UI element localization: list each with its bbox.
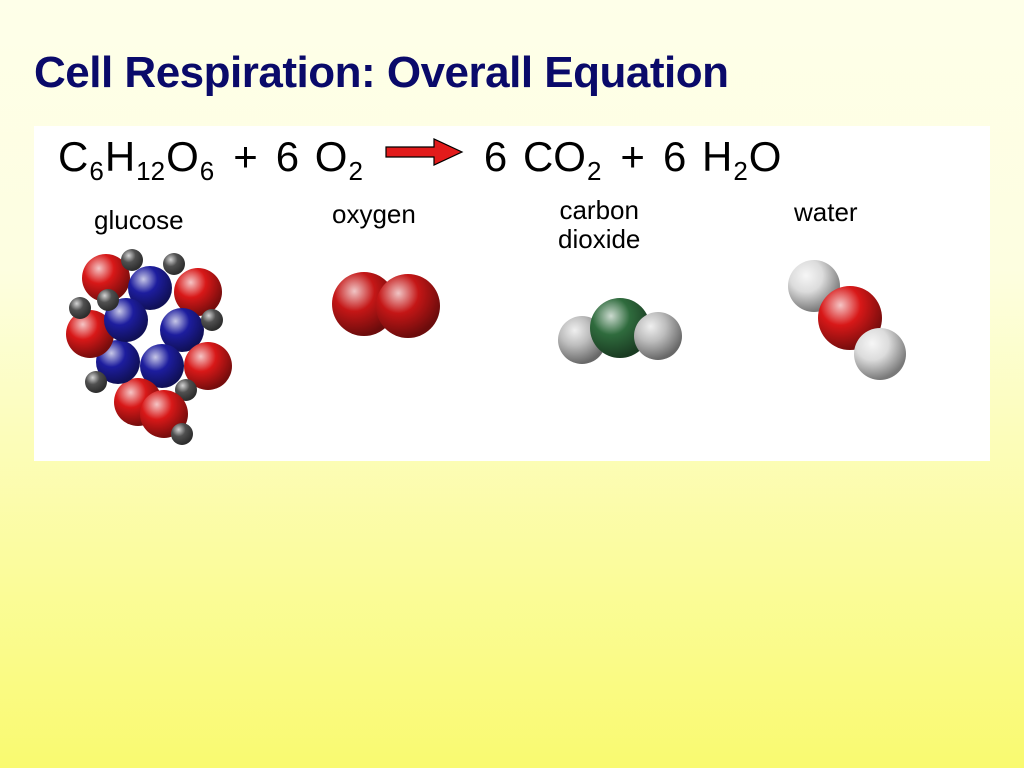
label-water: water	[794, 198, 858, 227]
chemical-equation: C6H12O6 + 6 O2 6 CO2 + 6 H2O	[58, 136, 781, 178]
coef: 6	[276, 136, 299, 178]
label-oxygen: oxygen	[332, 200, 416, 229]
reaction-arrow-icon	[384, 136, 464, 168]
slide-title: Cell Respiration: Overall Equation	[34, 48, 990, 98]
sub: 6	[200, 158, 214, 184]
molecule-glucose-icon	[62, 242, 252, 452]
slide: Cell Respiration: Overall Equation C6H12…	[0, 0, 1024, 768]
term-water: 6 H2O	[663, 136, 782, 178]
plus-2: +	[620, 136, 645, 178]
coef: 6	[663, 136, 686, 178]
molecule-illustrations	[34, 234, 990, 459]
term-oxygen: 6 O2	[276, 136, 364, 178]
sub: 2	[733, 158, 747, 184]
term-glucose: C6H12O6	[58, 136, 215, 178]
molecule-oxygen-icon	[316, 264, 456, 344]
sub: 2	[348, 158, 362, 184]
label-glucose: glucose	[94, 206, 184, 235]
sub: 2	[587, 158, 601, 184]
coef: 6	[484, 136, 507, 178]
sub: 6	[89, 158, 103, 184]
plus-1: +	[233, 136, 258, 178]
molecule-water-icon	[770, 252, 930, 392]
equation-panel: C6H12O6 + 6 O2 6 CO2 + 6 H2O glucose oxy…	[34, 126, 990, 461]
sub: 12	[136, 158, 165, 184]
molecule-co2-icon	[544, 286, 694, 376]
term-co2: 6 CO2	[484, 136, 603, 178]
